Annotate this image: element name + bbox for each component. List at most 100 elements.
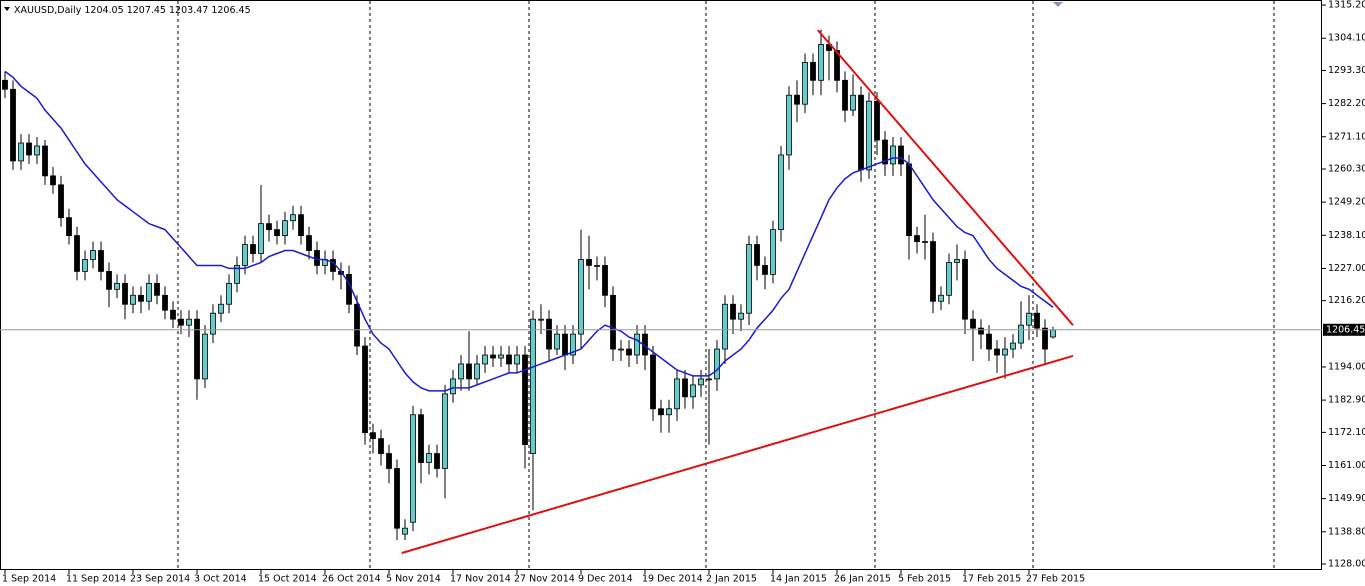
candle-body — [650, 354, 656, 410]
candle-body — [850, 94, 856, 111]
candle-body — [530, 318, 536, 454]
candle-body — [986, 333, 992, 350]
y-tick-label: 1216.20 — [1328, 295, 1365, 306]
candle-body — [450, 378, 456, 395]
candle-body — [978, 327, 984, 335]
candle-body — [266, 223, 272, 231]
candle-body — [930, 241, 936, 302]
y-tick-label: 1271.10 — [1328, 131, 1365, 142]
candle-body — [210, 312, 216, 335]
candle-body — [402, 527, 408, 535]
candle-body — [962, 259, 968, 320]
candle-body — [90, 250, 96, 260]
candle-body — [98, 250, 104, 272]
candle-body — [418, 414, 424, 463]
y-tick-label: 1249.20 — [1328, 197, 1365, 208]
candle-body — [698, 378, 704, 386]
y-tick-label: 1194.00 — [1328, 361, 1365, 372]
candle-body — [570, 333, 576, 356]
candle-body — [818, 44, 824, 81]
x-tick-label: 26 Oct 2014 — [322, 574, 381, 585]
y-tick-label: 1138.80 — [1328, 526, 1365, 537]
x-tick-label: 2 Jan 2015 — [706, 574, 757, 585]
y-tick-label: 1149.90 — [1328, 493, 1365, 504]
moving-average — [4, 70, 1054, 392]
candle-body — [378, 438, 384, 454]
candle-body — [170, 309, 176, 320]
y-tick-label: 1260.30 — [1328, 163, 1365, 174]
candle-body — [810, 62, 816, 81]
candle-body — [130, 294, 136, 305]
candle-body — [226, 282, 232, 305]
candle-body — [274, 229, 280, 236]
candle-body — [138, 294, 144, 302]
header: XAUUSD,Daily 1204.05 1207.45 1203.47 120… — [14, 5, 251, 16]
candle-body — [354, 303, 360, 347]
candle-body — [42, 145, 48, 177]
candle-body — [2, 79, 8, 90]
candle-body — [370, 432, 376, 440]
price-label-box — [1323, 323, 1365, 336]
candle-body — [514, 354, 520, 365]
close-value: 1206.45 — [211, 5, 250, 16]
candle-body — [706, 378, 712, 381]
candle-body — [738, 312, 744, 320]
candle-body — [618, 348, 624, 351]
candle-body — [890, 145, 896, 165]
candle-body — [290, 214, 296, 222]
price-label: 1206.45 — [1326, 324, 1365, 335]
candle-body — [538, 318, 544, 321]
candle-body — [938, 294, 944, 302]
candle-body — [298, 214, 304, 236]
candle-body — [546, 318, 552, 350]
candle-body — [522, 354, 528, 445]
candle-body — [1018, 324, 1024, 344]
candle-body — [434, 453, 440, 469]
candle-body — [802, 62, 808, 105]
candle-body — [874, 100, 880, 141]
candle-body — [970, 318, 976, 329]
candle-body — [834, 50, 840, 81]
candle-body — [786, 94, 792, 156]
candle-body — [1050, 329, 1056, 338]
candle-body — [474, 363, 480, 380]
candle-body — [506, 354, 512, 365]
y-tick-label: 1238.10 — [1328, 230, 1365, 241]
candle-body — [634, 333, 640, 356]
y-tick-label: 1304.10 — [1328, 33, 1365, 44]
y-tick-label: 1182.90 — [1328, 395, 1365, 406]
y-tick-label: 1293.30 — [1328, 65, 1365, 76]
candle-body — [994, 348, 1000, 356]
candle-body — [258, 223, 264, 254]
candle-body — [346, 274, 352, 305]
candle-body — [666, 408, 672, 416]
candle-body — [794, 94, 800, 105]
candle-body — [562, 333, 568, 356]
candle-body — [410, 414, 416, 523]
period-separators — [177, 1, 1275, 569]
candle-body — [1034, 312, 1040, 329]
candle-body — [578, 259, 584, 335]
candle-body — [66, 217, 72, 236]
candle-body — [602, 265, 608, 296]
candle-body — [34, 145, 40, 156]
candle-body — [10, 88, 16, 162]
candle-body — [146, 282, 152, 302]
candle-body — [722, 303, 728, 350]
candle-body — [906, 163, 912, 236]
candle-body — [674, 378, 680, 410]
x-tick-label: 11 Sep 2014 — [66, 574, 126, 585]
candle-body — [498, 354, 504, 359]
candle-body — [586, 259, 592, 266]
x-tick-label: 3 Oct 2014 — [194, 574, 247, 585]
x-tick-label: 26 Jan 2015 — [834, 574, 891, 585]
candle-body — [746, 244, 752, 314]
x-tick-label: 5 Feb 2015 — [898, 574, 951, 585]
candle-body — [194, 318, 200, 380]
candle-body — [458, 363, 464, 380]
candle-body — [954, 259, 960, 263]
candle-body — [714, 348, 720, 380]
candle-body — [426, 453, 432, 463]
candle-body — [114, 282, 120, 290]
